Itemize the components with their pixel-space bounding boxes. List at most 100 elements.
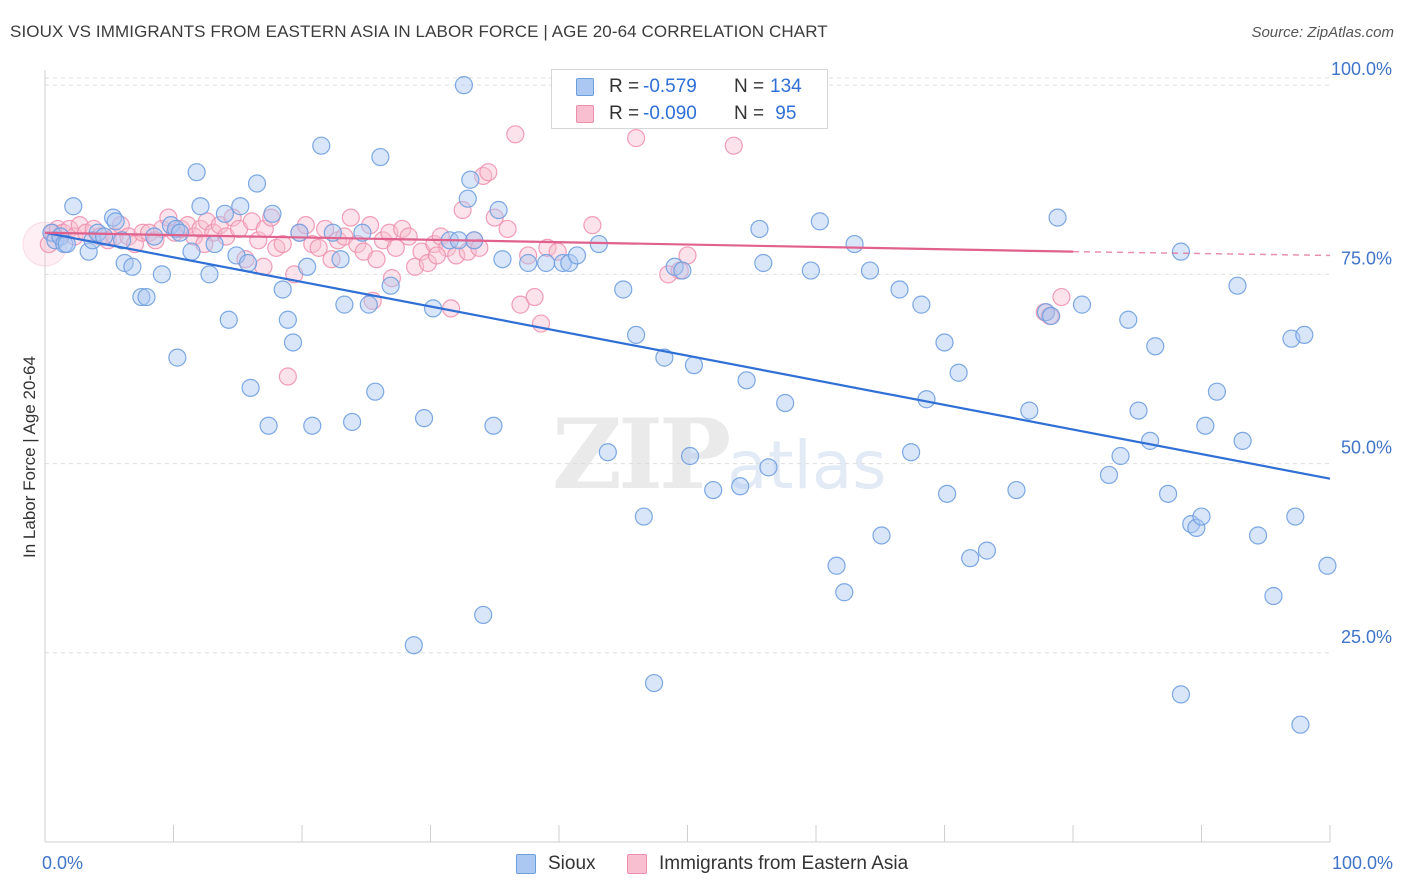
correlation-legend: R = -0.579 N = 134 R = -0.090 N = 95 — [551, 69, 828, 129]
asia-point — [341, 208, 360, 227]
sioux-point — [191, 197, 210, 216]
sioux-point — [231, 197, 250, 216]
sioux-point — [684, 356, 704, 375]
asia-point — [393, 219, 412, 239]
sioux-point — [810, 212, 829, 231]
sioux-point — [371, 147, 390, 167]
sioux-point — [634, 507, 653, 526]
legend-row-sioux: R = -0.579 N = 134 — [552, 74, 827, 100]
chart-title: SIOUX VS IMMIGRANTS FROM EASTERN ASIA IN… — [10, 22, 828, 41]
asia-point — [506, 125, 525, 144]
asia-point — [538, 238, 557, 257]
sioux-point — [187, 163, 206, 182]
sioux-point — [283, 333, 303, 352]
asia-point — [525, 287, 544, 307]
legend-swatch-sioux — [576, 78, 594, 96]
sioux-point — [1264, 586, 1283, 606]
sioux-point — [1233, 431, 1252, 450]
sioux-point — [935, 333, 954, 352]
sioux-point — [614, 280, 633, 299]
legend-n-label: N = — [734, 103, 765, 124]
legend-n-value: 134 — [770, 76, 802, 97]
sioux-point — [560, 253, 579, 273]
sioux-point — [1192, 507, 1211, 526]
asia-point — [519, 246, 538, 265]
sioux-point — [680, 446, 700, 466]
sioux-point — [152, 265, 172, 284]
sioux-point — [776, 393, 795, 413]
asia-point — [278, 367, 297, 386]
sioux-point — [1196, 416, 1215, 435]
sioux-point — [704, 480, 723, 500]
sioux-point — [1111, 446, 1130, 466]
sioux-point — [1171, 242, 1191, 261]
sioux-point — [381, 276, 400, 295]
tick-labels: 25.0% 50.0% 75.0% 100.0% 0.0% 100.0% In Labor … — [20, 59, 1393, 873]
sioux-point — [219, 310, 238, 329]
sioux-point — [872, 526, 891, 545]
asia-point — [273, 234, 292, 254]
asia-point — [1052, 287, 1071, 307]
sioux-point — [404, 636, 423, 655]
sioux-point — [553, 253, 572, 273]
sioux-point — [977, 541, 997, 560]
sioux-point — [200, 265, 219, 284]
sioux-point — [366, 382, 385, 401]
sioux-point — [64, 197, 83, 216]
sioux-point — [1020, 401, 1039, 420]
legend-r-label: R = — [609, 103, 640, 124]
sioux-point — [1072, 295, 1092, 314]
legend-r-label: R = — [609, 76, 640, 97]
sioux-point — [259, 416, 278, 435]
sioux-point — [1119, 310, 1138, 329]
sioux-point — [519, 253, 538, 273]
x-tick-label-max: 100.0% — [1332, 853, 1393, 873]
sioux-point — [170, 223, 190, 242]
series-legend: Sioux Immigrants from Eastern Asia — [0, 852, 1406, 878]
y-tick-label: 50.0% — [1341, 438, 1392, 458]
y-axis-title: In Labor Force | Age 20-64 — [20, 356, 39, 558]
sioux-point — [241, 378, 260, 397]
x-tick-label-min: 0.0% — [42, 853, 83, 873]
sioux-point — [644, 673, 664, 693]
sioux-point — [890, 280, 909, 299]
sioux-point — [1291, 715, 1310, 734]
asia-point — [498, 219, 517, 239]
asia-point — [361, 216, 380, 235]
sioux-point — [484, 416, 503, 435]
sioux-point — [331, 250, 350, 269]
sioux-point — [458, 189, 477, 208]
sioux-point — [1099, 465, 1119, 485]
sioux-point — [845, 234, 864, 254]
y-tick-label: 25.0% — [1341, 627, 1392, 647]
sioux-point — [145, 227, 164, 246]
chart-source: Source: ZipAtlas.com — [1251, 24, 1394, 41]
sioux-point — [1042, 306, 1061, 326]
sioux-point — [1295, 325, 1314, 345]
sioux-point — [737, 371, 756, 390]
y-tick-label: 100.0% — [1331, 59, 1392, 79]
sioux-point — [489, 200, 508, 220]
asia-point — [447, 246, 466, 265]
sioux-point — [1129, 401, 1148, 420]
sioux-point — [754, 253, 773, 273]
asia-point — [296, 216, 315, 235]
asia-point — [427, 246, 447, 265]
sioux-point — [801, 261, 820, 280]
legend-label-asia: Immigrants from Eastern Asia — [659, 853, 909, 874]
sioux-point — [205, 234, 224, 254]
series-sioux-points — [42, 76, 1337, 734]
sioux-point — [238, 253, 258, 273]
sioux-point — [132, 287, 151, 307]
sioux-point — [290, 223, 309, 242]
sioux-point — [655, 348, 674, 367]
sioux-point — [215, 204, 234, 223]
sioux-point — [598, 443, 617, 462]
sioux-point — [182, 242, 201, 261]
sioux-point — [474, 605, 493, 625]
sioux-point — [1228, 276, 1247, 295]
sioux-point — [673, 261, 692, 280]
sioux-point — [912, 295, 931, 314]
sioux-point — [1158, 484, 1178, 503]
